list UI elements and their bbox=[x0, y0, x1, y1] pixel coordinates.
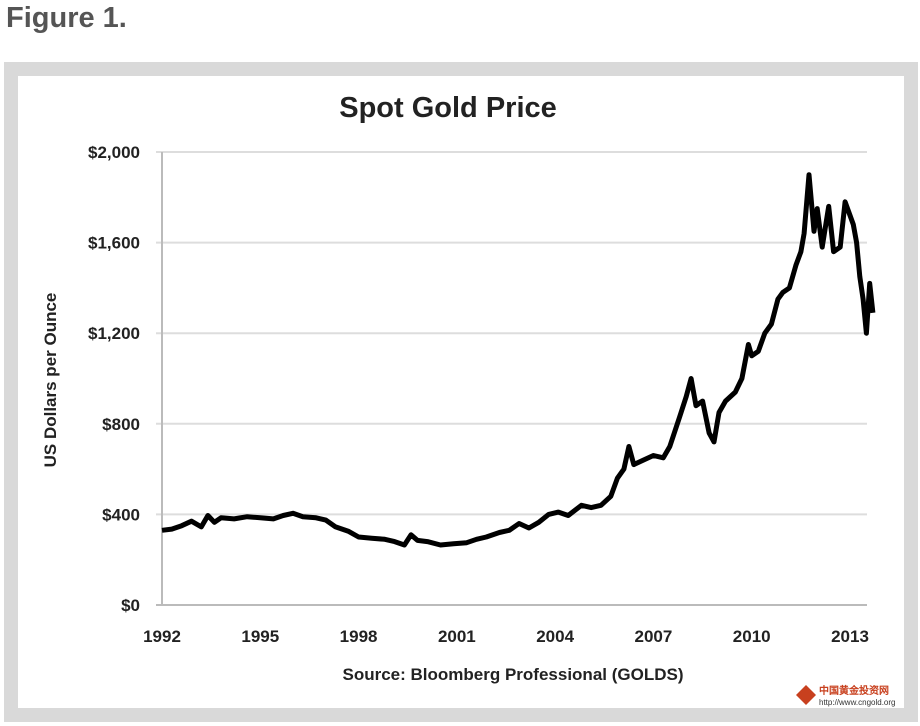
x-tick-label: 2007 bbox=[635, 627, 673, 646]
x-axis-label: Source: Bloomberg Professional (GOLDS) bbox=[343, 665, 684, 684]
x-tick-label: 1998 bbox=[340, 627, 378, 646]
x-tick-label: 2001 bbox=[438, 627, 476, 646]
watermark-diamond-icon bbox=[796, 685, 816, 705]
chart-title: Spot Gold Price bbox=[339, 92, 557, 124]
y-tick-label: $400 bbox=[102, 505, 140, 524]
watermark-url: http://www.cngold.org bbox=[819, 698, 895, 707]
y-tick-label: $2,000 bbox=[88, 143, 140, 162]
y-tick-label: $800 bbox=[102, 415, 140, 434]
x-tick-label: 1995 bbox=[241, 627, 279, 646]
x-tick-label: 2004 bbox=[536, 627, 574, 646]
price-line-series bbox=[161, 172, 876, 548]
x-tick-label: 2013 bbox=[831, 627, 869, 646]
figure-label: Figure 1. bbox=[6, 2, 127, 34]
y-tick-label: $1,200 bbox=[88, 324, 140, 343]
chart-panel bbox=[18, 76, 904, 708]
y-tick-label: $0 bbox=[121, 596, 140, 615]
watermark-name: 中国黄金投资网 bbox=[819, 684, 889, 697]
x-tick-label: 2010 bbox=[733, 627, 771, 646]
watermark-logo: 中国黄金投资网 http://www.cngold.org bbox=[796, 684, 895, 707]
x-tick-label: 1992 bbox=[143, 627, 181, 646]
y-tick-label: $1,600 bbox=[88, 234, 140, 253]
y-axis-label: US Dollars per Ounce bbox=[41, 293, 60, 468]
